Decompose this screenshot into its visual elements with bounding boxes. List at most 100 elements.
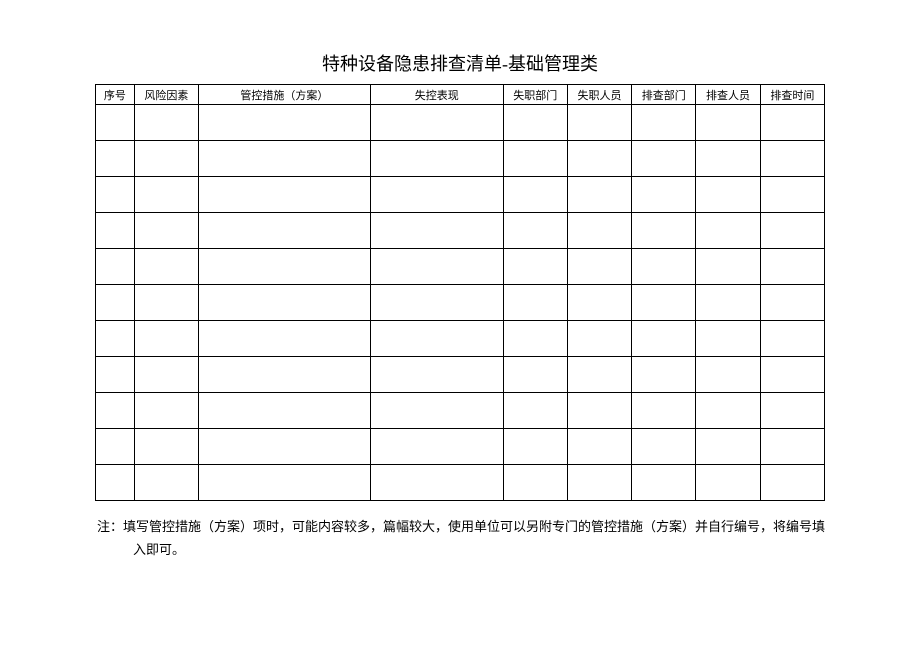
table-cell xyxy=(134,393,198,429)
table-cell xyxy=(696,213,760,249)
table-cell xyxy=(96,285,135,321)
table-cell xyxy=(199,321,371,357)
table-cell xyxy=(696,429,760,465)
column-header: 排查时间 xyxy=(760,85,824,105)
table-cell xyxy=(96,321,135,357)
table-cell xyxy=(199,465,371,501)
table-cell xyxy=(96,141,135,177)
table-cell xyxy=(96,213,135,249)
column-header: 失职部门 xyxy=(503,85,567,105)
table-cell xyxy=(199,177,371,213)
table-cell xyxy=(632,141,696,177)
column-header: 失控表现 xyxy=(370,85,503,105)
table-cell xyxy=(696,141,760,177)
table-cell xyxy=(96,465,135,501)
column-header: 风险因素 xyxy=(134,85,198,105)
table-cell xyxy=(199,429,371,465)
table-cell xyxy=(96,105,135,141)
table-cell xyxy=(760,465,824,501)
table-cell xyxy=(567,285,631,321)
table-row xyxy=(96,285,825,321)
table-row xyxy=(96,465,825,501)
column-header: 排查人员 xyxy=(696,85,760,105)
table-cell xyxy=(199,357,371,393)
table-cell xyxy=(760,213,824,249)
table-cell xyxy=(134,105,198,141)
table-cell xyxy=(503,357,567,393)
table-cell xyxy=(632,429,696,465)
table-cell xyxy=(96,249,135,285)
table-cell xyxy=(632,321,696,357)
table-cell xyxy=(760,285,824,321)
table-cell xyxy=(696,285,760,321)
table-cell xyxy=(567,465,631,501)
table-row xyxy=(96,213,825,249)
table-cell xyxy=(134,357,198,393)
column-header: 管控措施（方案） xyxy=(199,85,371,105)
table-cell xyxy=(567,177,631,213)
table-cell xyxy=(96,357,135,393)
table-cell xyxy=(567,321,631,357)
table-cell xyxy=(96,429,135,465)
table-cell xyxy=(370,429,503,465)
table-cell xyxy=(567,249,631,285)
table-cell xyxy=(632,213,696,249)
table-cell xyxy=(696,105,760,141)
column-header: 序号 xyxy=(96,85,135,105)
table-cell xyxy=(134,429,198,465)
table-cell xyxy=(134,285,198,321)
table-cell xyxy=(503,213,567,249)
checklist-table: 序号风险因素管控措施（方案）失控表现失职部门失职人员排查部门排查人员排查时间 xyxy=(95,84,825,501)
table-row xyxy=(96,321,825,357)
table-cell xyxy=(370,465,503,501)
table-cell xyxy=(134,177,198,213)
footnote-line2: 入即可。 xyxy=(97,538,825,561)
table-cell xyxy=(199,105,371,141)
table-cell xyxy=(370,249,503,285)
table-cell xyxy=(632,465,696,501)
table-cell xyxy=(199,393,371,429)
table-cell xyxy=(567,213,631,249)
table-cell xyxy=(760,429,824,465)
table-cell xyxy=(134,465,198,501)
table-cell xyxy=(134,249,198,285)
table-cell xyxy=(199,249,371,285)
table-cell xyxy=(370,105,503,141)
table-cell xyxy=(567,141,631,177)
table-row xyxy=(96,357,825,393)
table-cell xyxy=(503,285,567,321)
table-cell xyxy=(632,105,696,141)
table-cell xyxy=(632,249,696,285)
column-header: 失职人员 xyxy=(567,85,631,105)
table-cell xyxy=(503,249,567,285)
table-cell xyxy=(503,429,567,465)
table-cell xyxy=(760,393,824,429)
table-cell xyxy=(632,357,696,393)
footnote: 注：填写管控措施（方案）项时，可能内容较多，篇幅较大，使用单位可以另附专门的管控… xyxy=(95,515,825,562)
table-cell xyxy=(370,213,503,249)
table-row xyxy=(96,141,825,177)
table-cell xyxy=(370,177,503,213)
table-cell xyxy=(370,357,503,393)
table-cell xyxy=(696,249,760,285)
table-cell xyxy=(760,105,824,141)
table-cell xyxy=(134,141,198,177)
table-cell xyxy=(632,285,696,321)
table-cell xyxy=(370,393,503,429)
table-cell xyxy=(696,357,760,393)
table-cell xyxy=(96,177,135,213)
table-cell xyxy=(134,321,198,357)
table-cell xyxy=(503,177,567,213)
table-cell xyxy=(503,321,567,357)
table-cell xyxy=(370,285,503,321)
footnote-line1: 注：填写管控措施（方案）项时，可能内容较多，篇幅较大，使用单位可以另附专门的管控… xyxy=(97,515,825,538)
table-cell xyxy=(696,321,760,357)
table-cell xyxy=(760,357,824,393)
table-row xyxy=(96,429,825,465)
table-cell xyxy=(199,141,371,177)
table-cell xyxy=(696,177,760,213)
table-cell xyxy=(370,141,503,177)
table-row xyxy=(96,177,825,213)
table-cell xyxy=(760,249,824,285)
table-cell xyxy=(370,321,503,357)
